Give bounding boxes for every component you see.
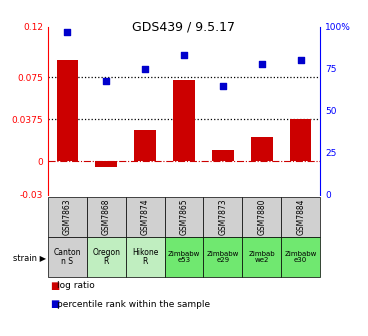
Point xyxy=(64,29,70,35)
Text: Zimbabw
e29: Zimbabw e29 xyxy=(207,251,239,263)
Text: Zimbabw
e53: Zimbabw e53 xyxy=(168,251,200,263)
Text: log ratio: log ratio xyxy=(57,281,95,290)
Bar xyxy=(290,119,311,161)
Point xyxy=(142,66,148,72)
Text: GSM7863: GSM7863 xyxy=(63,198,72,235)
Text: Canton
n S: Canton n S xyxy=(53,248,81,266)
Text: Zimbabw
e30: Zimbabw e30 xyxy=(284,251,317,263)
Point xyxy=(181,53,187,58)
Text: GSM7880: GSM7880 xyxy=(257,199,266,235)
Text: GSM7873: GSM7873 xyxy=(218,198,227,235)
Point xyxy=(220,83,226,88)
Bar xyxy=(134,130,156,161)
Text: strain ▶: strain ▶ xyxy=(13,253,46,261)
Bar xyxy=(251,137,272,161)
Bar xyxy=(57,60,78,161)
Text: GDS439 / 9.5.17: GDS439 / 9.5.17 xyxy=(132,20,236,33)
Text: Hikone
R: Hikone R xyxy=(132,248,158,266)
Text: Oregon
R: Oregon R xyxy=(92,248,120,266)
Text: GSM7884: GSM7884 xyxy=(296,199,305,235)
Point xyxy=(298,58,304,63)
Point xyxy=(103,78,109,83)
Text: GSM7865: GSM7865 xyxy=(180,198,188,235)
Text: ■: ■ xyxy=(50,281,59,291)
Bar xyxy=(173,80,195,161)
Text: percentile rank within the sample: percentile rank within the sample xyxy=(57,300,210,308)
Point xyxy=(259,61,265,67)
Text: GSM7868: GSM7868 xyxy=(102,199,111,235)
Bar xyxy=(212,150,234,161)
Text: Zimbab
we2: Zimbab we2 xyxy=(248,251,275,263)
Bar xyxy=(96,161,117,167)
Text: GSM7874: GSM7874 xyxy=(141,198,150,235)
Text: ■: ■ xyxy=(50,299,59,309)
